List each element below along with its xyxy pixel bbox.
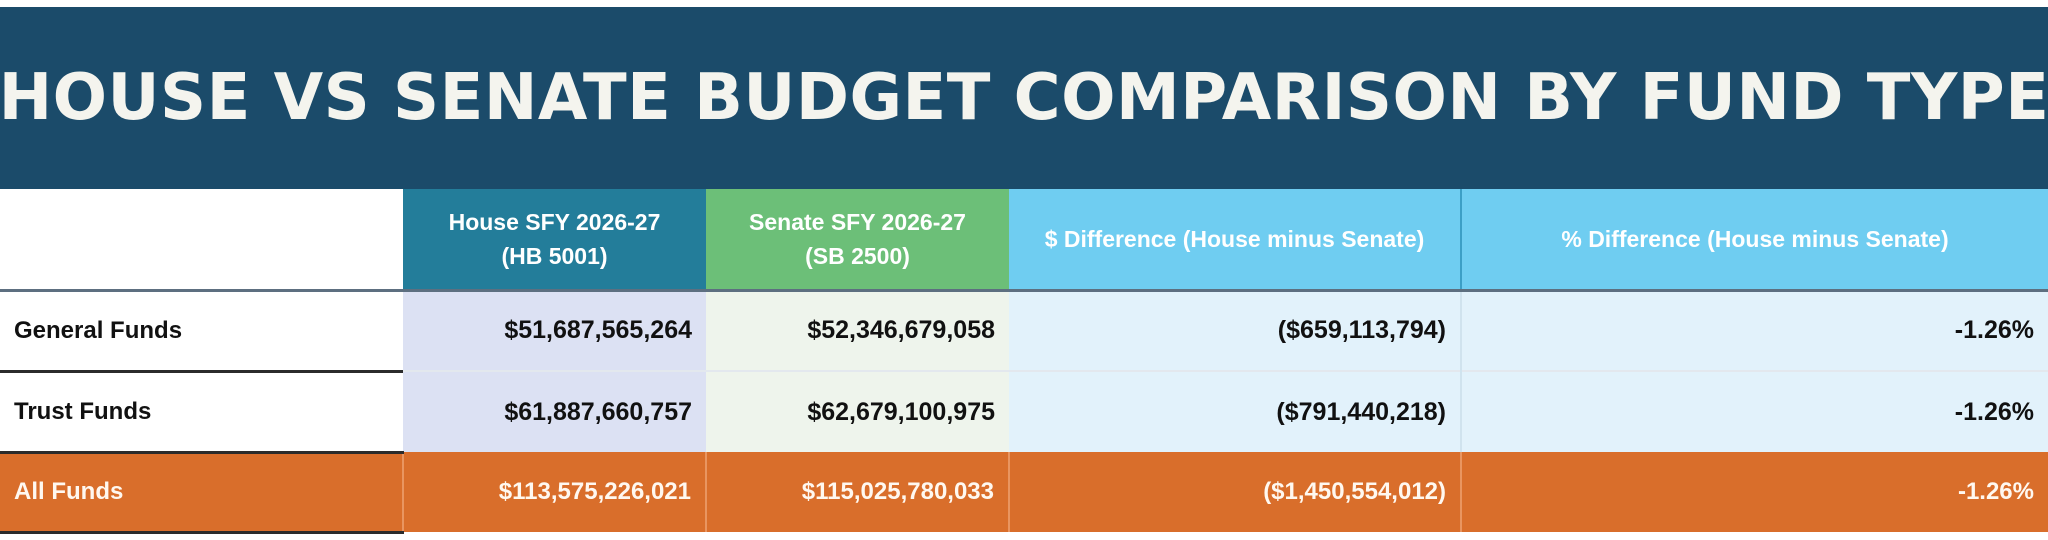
header-dollar-difference: $ Difference (House minus Senate): [1009, 189, 1462, 292]
row-label: All Funds: [0, 452, 404, 534]
budget-comparison-table: House SFY 2026-27 (HB 5001) Senate SFY 2…: [0, 189, 2048, 534]
header-senate-line2: (SB 2500): [805, 242, 910, 269]
top-strip: [0, 0, 2048, 7]
senate-value: $115,025,780,033: [706, 452, 1010, 532]
table-row-trust-funds: Trust Funds $61,887,660,757 $62,679,100,…: [0, 370, 2048, 454]
dollar-difference-value: ($659,113,794): [1009, 289, 1462, 371]
house-value: $113,575,226,021: [403, 452, 707, 532]
senate-value: $52,346,679,058: [706, 289, 1009, 371]
header-house-line1: House SFY 2026-27: [448, 208, 661, 235]
dollar-difference-value: ($1,450,554,012): [1009, 452, 1462, 532]
dollar-difference-value: ($791,440,218): [1009, 370, 1462, 452]
row-label: General Funds: [0, 289, 403, 373]
table-row-general-funds: General Funds $51,687,565,264 $52,346,67…: [0, 289, 2048, 373]
header-house-line2: (HB 5001): [501, 242, 608, 269]
title-bar: HOUSE VS SENATE BUDGET COMPARISON BY FUN…: [0, 7, 2048, 189]
percent-difference-value: -1.26%: [1461, 289, 2048, 371]
house-value: $61,887,660,757: [403, 370, 706, 452]
header-senate: Senate SFY 2026-27 (SB 2500): [706, 189, 1009, 292]
percent-difference-value: -1.26%: [1461, 452, 2048, 532]
percent-difference-value: -1.26%: [1461, 370, 2048, 452]
header-senate-line1: Senate SFY 2026-27: [749, 208, 966, 235]
page-title: HOUSE VS SENATE BUDGET COMPARISON BY FUN…: [0, 61, 2048, 135]
header-house: House SFY 2026-27 (HB 5001): [403, 189, 706, 292]
senate-value: $62,679,100,975: [706, 370, 1009, 452]
house-value: $51,687,565,264: [403, 289, 706, 371]
row-label: Trust Funds: [0, 370, 403, 454]
table-row-all-funds: All Funds $113,575,226,021 $115,025,780,…: [0, 452, 2048, 534]
header-percent-difference: % Difference (House minus Senate): [1461, 189, 2048, 292]
header-blank-cell: [0, 189, 403, 292]
header-row: House SFY 2026-27 (HB 5001) Senate SFY 2…: [0, 189, 2048, 292]
